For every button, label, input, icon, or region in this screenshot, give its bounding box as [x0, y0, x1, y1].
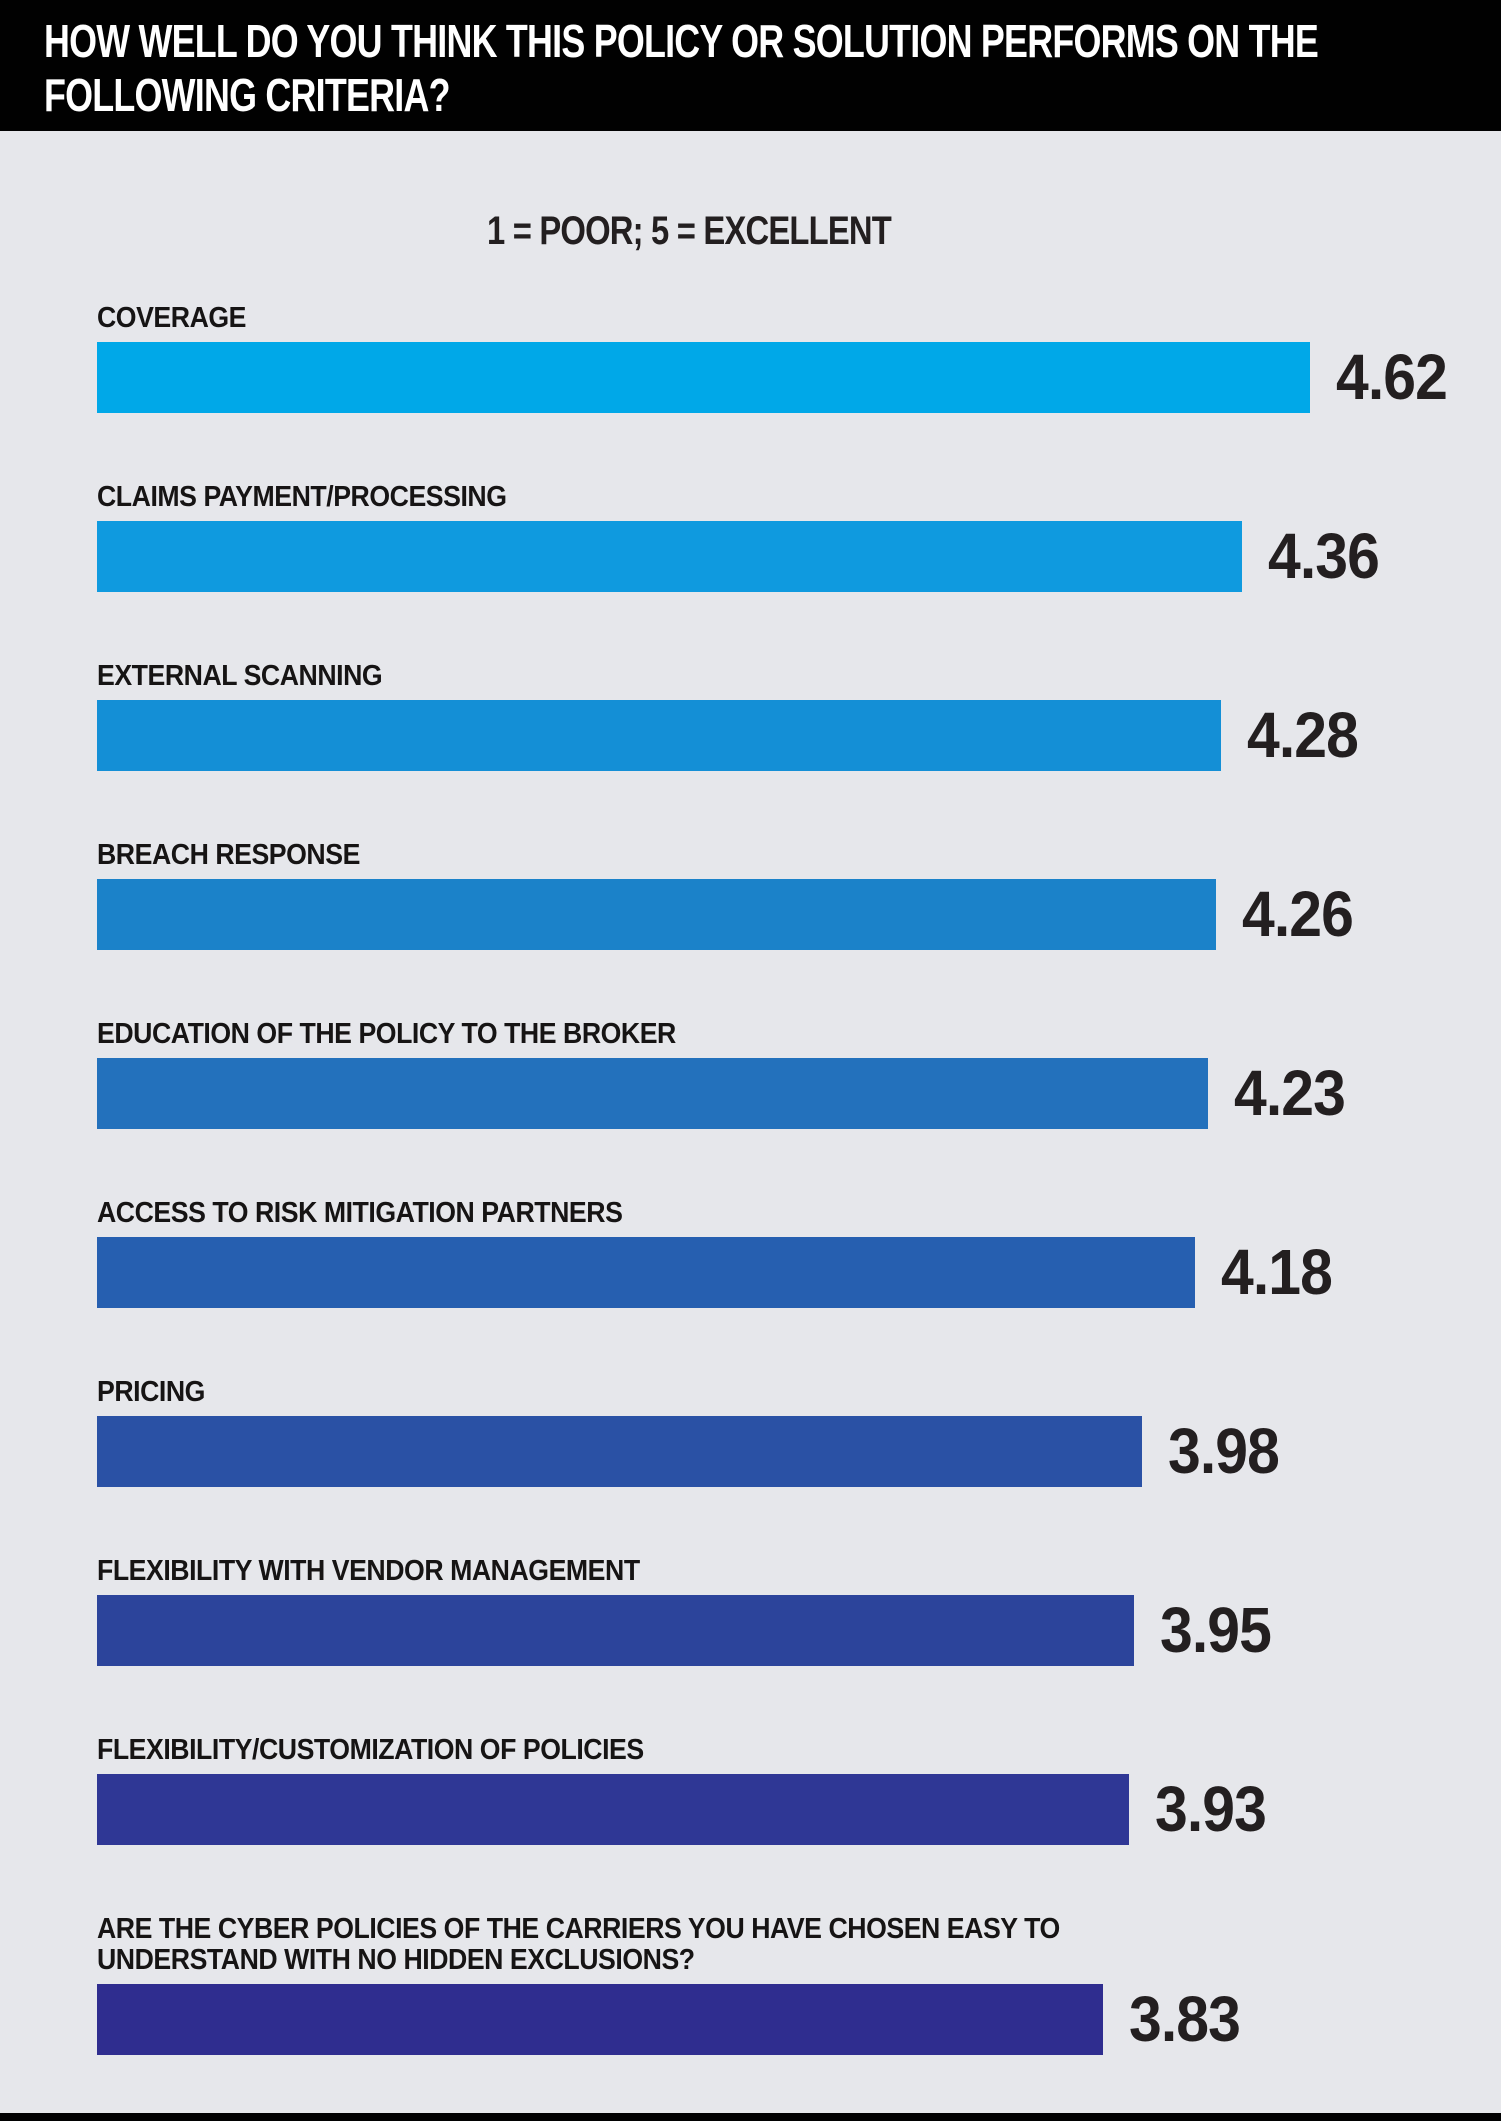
bar-row: FLEXIBILITY/CUSTOMIZATION OF POLICIES 3.9…	[97, 1735, 1501, 1846]
bar-value: 4.28	[1247, 699, 1359, 771]
bar	[97, 1415, 1142, 1487]
bar-value: 3.98	[1168, 1415, 1280, 1487]
bar-label: CLAIMS PAYMENT/PROCESSING	[97, 481, 507, 513]
bar-value: 4.36	[1268, 520, 1380, 592]
bar	[97, 341, 1310, 413]
bar-label: BREACH RESPONSE	[97, 839, 360, 871]
bar	[97, 1057, 1208, 1129]
bar-row: CLAIMS PAYMENT/PROCESSING 4.36	[97, 482, 1501, 593]
bar	[97, 1594, 1134, 1666]
bar-line: 3.98	[97, 1414, 1501, 1488]
bar-row: BREACH RESPONSE 4.26	[97, 840, 1501, 951]
chart-title-line-2: FOLLOWING CRITERIA?	[44, 69, 451, 121]
bar-line: 3.95	[97, 1593, 1501, 1667]
bar-value: 3.93	[1155, 1773, 1267, 1845]
bar-line: 4.23	[97, 1056, 1501, 1130]
bar-label: PRICING	[97, 1376, 205, 1408]
bar-label: COVERAGE	[97, 302, 247, 334]
bar	[97, 1983, 1103, 2055]
bar-row: ACCESS TO RISK MITIGATION PARTNERS 4.18	[97, 1198, 1501, 1309]
bar-chart: COVERAGE 4.62 CLAIMS PAYMENT/PROCESSING 4.3…	[0, 303, 1501, 2056]
bar-label: EXTERNAL SCANNING	[97, 660, 383, 692]
bar-line: 4.18	[97, 1235, 1501, 1309]
bar-row: FLEXIBILITY WITH VENDOR MANAGEMENT 3.95	[97, 1556, 1501, 1667]
chart-subtitle-wrap: 1 = POOR; 5 = EXCELLENT	[487, 211, 1501, 251]
chart-title-line-1: HOW WELL DO YOU THINK THIS POLICY OR SOL…	[44, 15, 1319, 67]
bar-line: 4.26	[97, 877, 1501, 951]
bar-label: FLEXIBILITY WITH VENDOR MANAGEMENT	[97, 1555, 640, 1587]
bar-line: 4.36	[97, 519, 1501, 593]
bar	[97, 1236, 1195, 1308]
bar-value: 3.95	[1160, 1594, 1272, 1666]
bar-label: ARE THE CYBER POLICIES OF THE CARRIERS Y…	[97, 1913, 1060, 1976]
bar-row: EDUCATION OF THE POLICY TO THE BROKER 4.2…	[97, 1019, 1501, 1130]
bottom-border-strip	[0, 2113, 1501, 2121]
bar-row: EXTERNAL SCANNING 4.28	[97, 661, 1501, 772]
bar	[97, 878, 1216, 950]
bar-row: PRICING 3.98	[97, 1377, 1501, 1488]
bar-value: 3.83	[1129, 1983, 1241, 2055]
bar	[97, 1773, 1129, 1845]
bar-line: 4.28	[97, 698, 1501, 772]
chart-subtitle: 1 = POOR; 5 = EXCELLENT	[487, 209, 892, 253]
bar-label: ACCESS TO RISK MITIGATION PARTNERS	[97, 1197, 623, 1229]
bar-line: 3.93	[97, 1772, 1501, 1846]
bar-line: 4.62	[97, 340, 1501, 414]
bar-label: FLEXIBILITY/CUSTOMIZATION OF POLICIES	[97, 1734, 644, 1766]
bar-row: ARE THE CYBER POLICIES OF THE CARRIERS Y…	[97, 1914, 1501, 2056]
bar-value: 4.23	[1234, 1057, 1346, 1129]
bar-value: 4.62	[1336, 341, 1448, 413]
bar-value: 4.26	[1242, 878, 1354, 950]
bar-line: 3.83	[97, 1982, 1501, 2056]
bar	[97, 520, 1242, 592]
bar-row: COVERAGE 4.62	[97, 303, 1501, 414]
chart-title-banner: HOW WELL DO YOU THINK THIS POLICY OR SOL…	[0, 0, 1501, 131]
bar-label: EDUCATION OF THE POLICY TO THE BROKER	[97, 1018, 676, 1050]
bar-value: 4.18	[1221, 1236, 1333, 1308]
bar	[97, 699, 1221, 771]
